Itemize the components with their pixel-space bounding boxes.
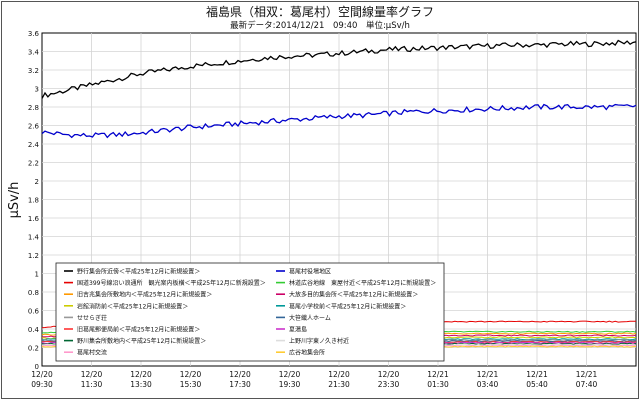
legend-label: 葛尾村役場地区: [289, 268, 331, 276]
x-tick-time: 11:30: [81, 380, 103, 389]
x-tick-date: 12/20: [130, 370, 152, 379]
legend-box: [55, 262, 445, 362]
y-tick-label: 3.4: [28, 49, 40, 57]
y-tick-label: 1.8: [28, 197, 39, 205]
y-tick-label: 2: [35, 178, 39, 186]
x-tick-time: 15:30: [180, 380, 202, 389]
legend-label: 葛尾小学校前＜平成25年12月に新規設置＞: [289, 302, 406, 310]
chart-title: 福島県（相双：葛尾村）空間線量率グラフ: [205, 5, 434, 19]
legend: 野行集会所近傍＜平成25年12月に新規設置＞ 葛尾村役場地区国道399号線沿い浪通…: [55, 262, 445, 362]
legend-label: 広谷地集会所: [289, 349, 325, 357]
x-tick-time: 03:40: [477, 380, 499, 389]
legend-label: 野川集会所敷地内＜平成25年12月に新規設置＞: [77, 337, 206, 345]
legend-label: 国道399号線沿い浪通所 観光案内板横＜平成25年12月に新規設置＞: [77, 279, 266, 287]
x-tick-time: 05:40: [526, 380, 548, 389]
chart-subtitle: 最新データ:2014/12/21 09:40 単位:μSv/h: [230, 21, 410, 31]
legend-label: 岩館消防前＜平成25年12月に新規設置＞: [77, 302, 188, 310]
legend-label: 野行集会所近傍＜平成25年12月に新規設置＞: [77, 268, 200, 276]
y-tick-label: 0.2: [28, 345, 39, 353]
y-tick-label: 0.6: [28, 308, 40, 316]
x-tick-date: 12/20: [31, 370, 53, 379]
y-tick-label: 1.4: [28, 234, 40, 242]
x-tick-date: 12/21: [576, 370, 598, 379]
y-tick-label: 2.8: [28, 104, 39, 112]
legend-label: 上野川字東ノ久き村近: [289, 337, 349, 345]
x-tick-time: 17:30: [229, 380, 251, 389]
y-tick-label: 0: [35, 363, 39, 371]
y-tick-label: 3.6: [28, 30, 40, 38]
x-tick-date: 12/21: [526, 370, 548, 379]
x-tick-date: 12/21: [477, 370, 499, 379]
y-tick-label: 3.2: [28, 67, 39, 75]
legend-label: せせらぎ荘: [77, 314, 107, 322]
x-tick-time: 19:30: [279, 380, 301, 389]
y-tick-label: 0.4: [28, 326, 40, 334]
x-tick-time: 09:30: [31, 380, 53, 389]
legend-label: 林道広谷地線 東屋付近＜平成25年12月に新規設置＞: [289, 279, 436, 287]
y-tick-label: 0.8: [28, 289, 39, 297]
legend-label: 大笹織人ホーム: [289, 314, 331, 322]
x-tick-date: 12/20: [81, 370, 103, 379]
series-line: [41, 39, 637, 99]
legend-label: 夏湯島: [289, 326, 307, 334]
y-axis-ticks: 0 0.2 0.4 0.6 0.8 1 1.2 1.4 1.6 1.8 2 2.2 2.4 2.6 2.8 3…: [28, 30, 40, 371]
x-tick-time: 01:30: [427, 380, 449, 389]
x-axis-ticks: 12/2009:3012/2011:3012/2013:3012/2015:30…: [31, 370, 597, 389]
series-line: [41, 103, 637, 139]
y-tick-label: 2.6: [28, 123, 40, 131]
x-tick-time: 21:30: [328, 380, 350, 389]
legend-label: 旧葛尾郵便局前＜平成25年12月に新規設置＞: [77, 326, 200, 334]
x-tick-date: 12/20: [229, 370, 251, 379]
y-axis-label: μSv/h: [7, 182, 22, 219]
x-tick-time: 07:40: [576, 380, 598, 389]
y-tick-label: 1.2: [28, 252, 39, 260]
x-tick-date: 12/20: [328, 370, 350, 379]
legend-label: 葛尾村交流: [77, 349, 107, 357]
x-tick-date: 12/21: [427, 370, 449, 379]
x-tick-date: 12/20: [279, 370, 301, 379]
x-tick-time: 23:30: [378, 380, 400, 389]
x-tick-time: 13:30: [130, 380, 152, 389]
legend-label: 旧吉兆集会所敷地内＜平成25年12月に新規設置＞: [77, 291, 212, 299]
y-tick-label: 2.4: [28, 141, 40, 149]
legend-label: 大放多目的集会所＜平成25年12月に新規設置＞: [289, 291, 418, 299]
y-tick-label: 2.2: [28, 160, 39, 168]
y-tick-label: 3: [35, 86, 39, 94]
x-tick-date: 12/20: [378, 370, 400, 379]
y-tick-label: 1.6: [28, 215, 40, 223]
y-tick-label: 1: [35, 271, 39, 279]
x-tick-date: 12/20: [180, 370, 202, 379]
